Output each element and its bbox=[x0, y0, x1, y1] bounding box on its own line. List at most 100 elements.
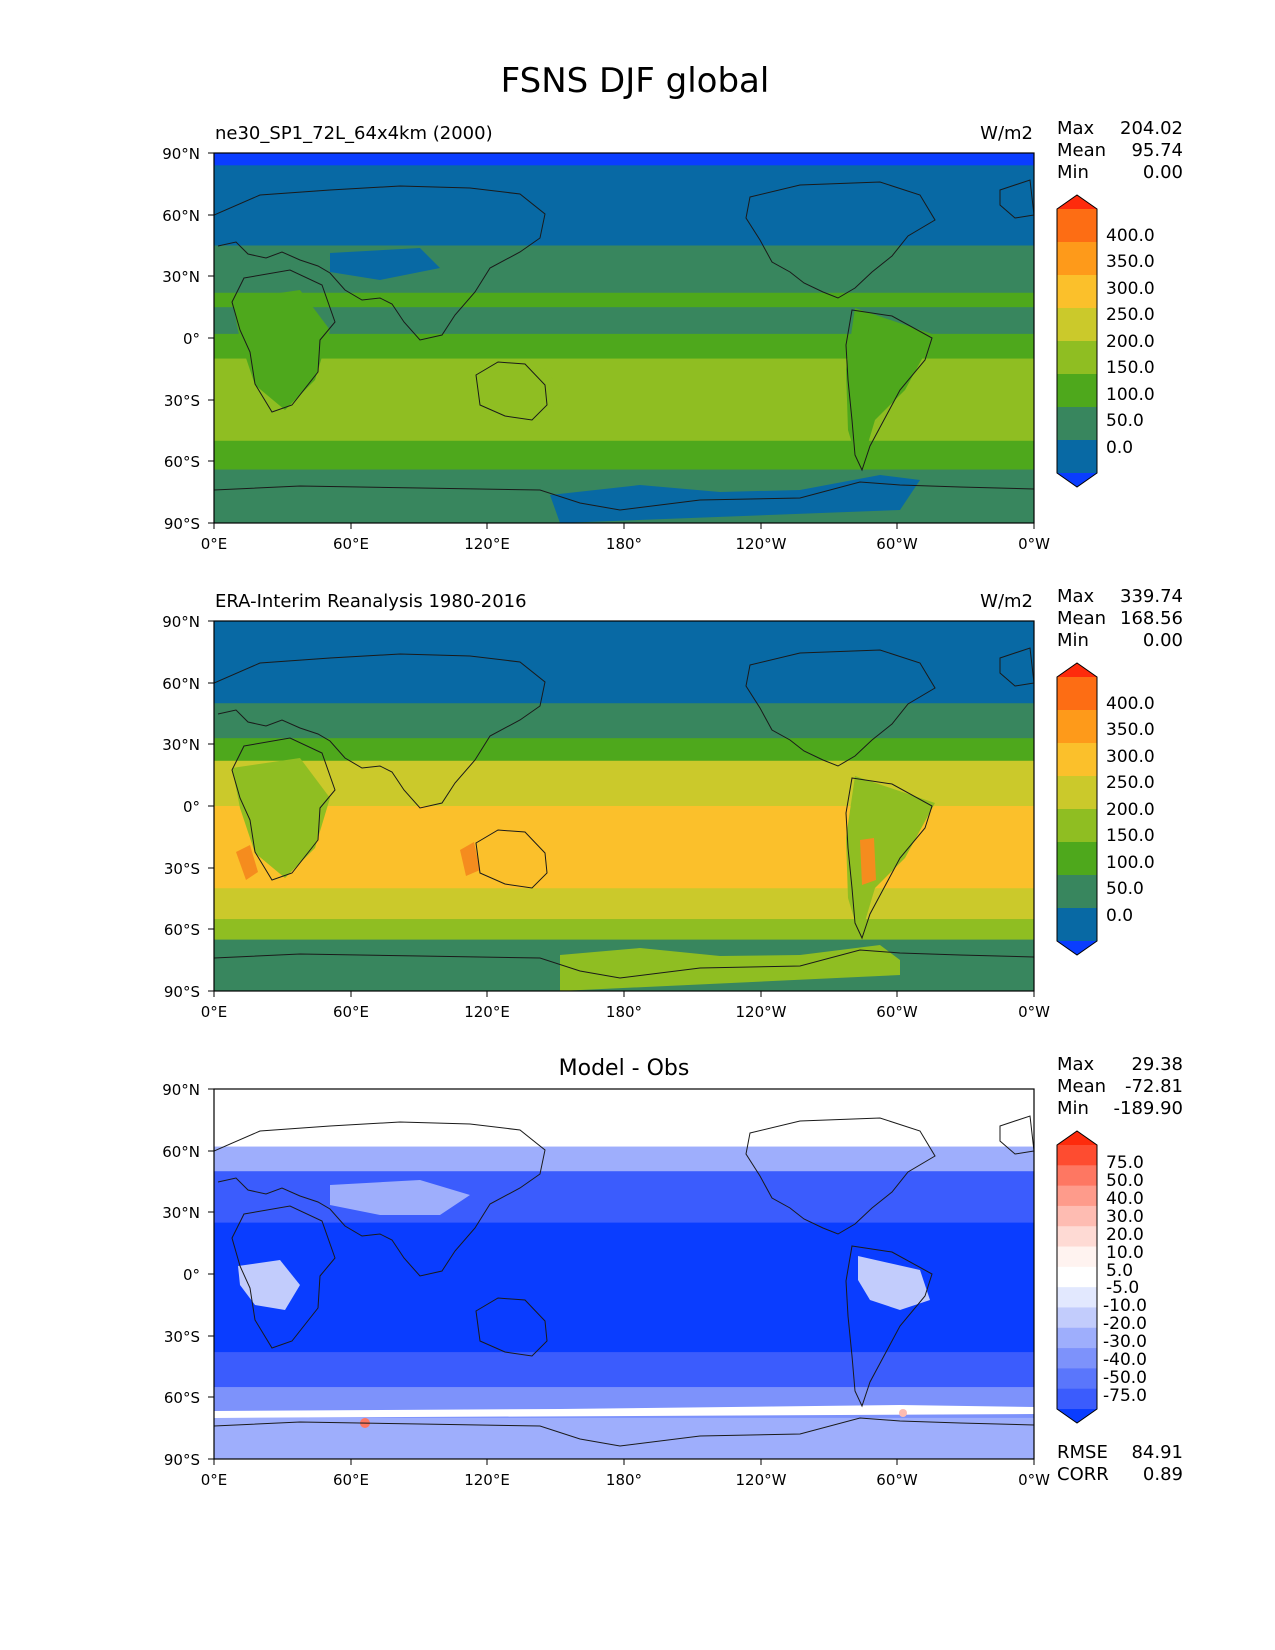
coast-australia bbox=[475, 1297, 548, 1357]
coastlines bbox=[214, 1115, 1034, 1447]
stats-value-min: 0.00 bbox=[1143, 162, 1183, 183]
stats-value-max: 29.38 bbox=[1131, 1054, 1183, 1075]
y-tick-label: 30°N bbox=[162, 1204, 200, 1222]
colorbar-label: 350.0 bbox=[1106, 252, 1155, 272]
colorbar-swatch bbox=[1057, 407, 1097, 441]
colorbar-swatch bbox=[1057, 663, 1097, 677]
colorbar-swatch bbox=[1057, 1348, 1097, 1369]
x-tick-label: 60°E bbox=[333, 535, 369, 553]
stats-value-mean: -72.81 bbox=[1125, 1076, 1183, 1097]
x-axis: 0°E 60°E 120°E 180° 120°W 60°W 0°W bbox=[201, 523, 1050, 553]
andes-orange-cell bbox=[860, 838, 876, 885]
stats-block: Max Mean Min 204.02 95.74 0.00 bbox=[1057, 118, 1183, 183]
colorbar-label: -10.0 bbox=[1103, 1296, 1147, 1316]
x-tick-label: 0°E bbox=[201, 1471, 228, 1489]
stats-label-min: Min bbox=[1057, 1098, 1089, 1119]
lat-band bbox=[214, 621, 1034, 704]
lat-band bbox=[214, 165, 1034, 246]
lat-band bbox=[214, 153, 1034, 166]
colorbar-swatch bbox=[1057, 1165, 1097, 1187]
colorbar-label: 40.0 bbox=[1106, 1189, 1144, 1209]
colorbar-label: -40.0 bbox=[1103, 1350, 1147, 1370]
coast-south-america bbox=[845, 309, 933, 472]
x-tick-label: 120°W bbox=[736, 1003, 787, 1021]
stats-value-max: 339.74 bbox=[1120, 586, 1183, 607]
colorbar-outline bbox=[1056, 1130, 1098, 1424]
coast-antarctica bbox=[214, 1417, 1034, 1447]
stats-label-mean: Mean bbox=[1057, 140, 1106, 161]
stats-label-min: Min bbox=[1057, 630, 1089, 651]
coast-australia bbox=[475, 361, 548, 421]
colorbar-swatch bbox=[1057, 875, 1097, 909]
tibet-anomaly bbox=[330, 1180, 470, 1215]
colorbar-swatch bbox=[1057, 1226, 1097, 1248]
colorbar-label: 350.0 bbox=[1106, 720, 1155, 740]
y-tick-label: 90°S bbox=[164, 515, 200, 533]
colorbar-label: 30.0 bbox=[1106, 1207, 1144, 1227]
colorbar-label: 5.0 bbox=[1106, 1261, 1133, 1281]
stats-value-max: 204.02 bbox=[1120, 118, 1183, 139]
y-tick-label: 90°N bbox=[162, 613, 200, 631]
y-tick-label: 90°N bbox=[162, 145, 200, 163]
colorbar-label: 400.0 bbox=[1106, 226, 1155, 246]
africa-shading bbox=[232, 290, 330, 410]
colorbar-outline bbox=[1056, 194, 1098, 488]
figure-title: FSNS DJF global bbox=[501, 61, 770, 101]
colorbar-swatch bbox=[1057, 473, 1097, 487]
colorbar-swatch bbox=[1057, 1368, 1097, 1390]
x-tick-label: 60°E bbox=[333, 1003, 369, 1021]
stats-label-max: Max bbox=[1057, 118, 1095, 139]
metric-label-corr: CORR bbox=[1057, 1464, 1109, 1485]
positive-anomaly-spot bbox=[899, 1409, 907, 1417]
x-tick-label: 60°W bbox=[876, 535, 918, 553]
colorbar-label: -30.0 bbox=[1103, 1332, 1147, 1352]
panel-title-left: ERA-Interim Reanalysis 1980-2016 bbox=[215, 591, 527, 612]
x-tick-label: 60°W bbox=[876, 1471, 918, 1489]
x-tick-label: 120°E bbox=[464, 1003, 510, 1021]
panel-title-left: ne30_SP1_72L_64x4km (2000) bbox=[215, 123, 493, 144]
colorbar-swatch bbox=[1057, 710, 1097, 744]
colorbar-swatch bbox=[1057, 809, 1097, 843]
lat-band bbox=[214, 1352, 1034, 1388]
coast-greenland bbox=[999, 647, 1034, 687]
colorbar-swatch bbox=[1057, 1131, 1097, 1145]
tibet-shading bbox=[330, 248, 440, 280]
lat-band bbox=[214, 1417, 1034, 1459]
coast-eurasia bbox=[214, 653, 546, 809]
x-tick-label: 60°E bbox=[333, 1471, 369, 1489]
regional-features bbox=[232, 758, 935, 991]
stats-value-mean: 95.74 bbox=[1131, 140, 1183, 161]
colorbar-swatch bbox=[1057, 1145, 1097, 1166]
map-area bbox=[213, 1088, 1035, 1460]
colorbar-label: -5.0 bbox=[1106, 1278, 1139, 1298]
y-tick-label: 30°S bbox=[164, 860, 200, 878]
colorbar-label: 10.0 bbox=[1106, 1243, 1144, 1263]
colorbar-swatches bbox=[1056, 662, 1098, 956]
y-tick-label: 60°S bbox=[164, 1389, 200, 1407]
y-tick-label: 60°N bbox=[162, 675, 200, 693]
panel-title-right: W/m2 bbox=[980, 591, 1033, 612]
colorbar-label: 0.0 bbox=[1106, 438, 1133, 458]
lat-band bbox=[214, 1146, 1034, 1172]
x-tick-label: 0°W bbox=[1018, 1471, 1050, 1489]
colorbar-label: -75.0 bbox=[1103, 1386, 1147, 1406]
y-tick-label: 90°S bbox=[164, 1451, 200, 1469]
y-tick-label: 60°N bbox=[162, 1143, 200, 1161]
y-ticks bbox=[208, 152, 214, 524]
africa-shading bbox=[232, 758, 330, 878]
stats-value-min: 0.00 bbox=[1143, 630, 1183, 651]
colorbar-label: 200.0 bbox=[1106, 800, 1155, 820]
y-tick-label: 90°S bbox=[164, 983, 200, 1001]
x-tick-label: 180° bbox=[606, 1003, 642, 1021]
south-america-shading bbox=[846, 776, 935, 938]
colorbar-outline bbox=[1056, 662, 1098, 956]
y-axis: 90°N 60°N 30°N 0° 30°S 60°S 90°S bbox=[162, 613, 214, 1001]
colorbar-swatch bbox=[1057, 776, 1097, 810]
y-tick-label: 0° bbox=[183, 798, 200, 816]
metric-value-rmse: 84.91 bbox=[1131, 1442, 1183, 1463]
colorbar-swatches bbox=[1056, 1130, 1098, 1424]
colorbar-swatch bbox=[1057, 1409, 1097, 1423]
atlantic-orange-cell bbox=[236, 845, 258, 880]
lat-band bbox=[214, 1089, 1034, 1148]
y-ticks bbox=[208, 620, 214, 992]
